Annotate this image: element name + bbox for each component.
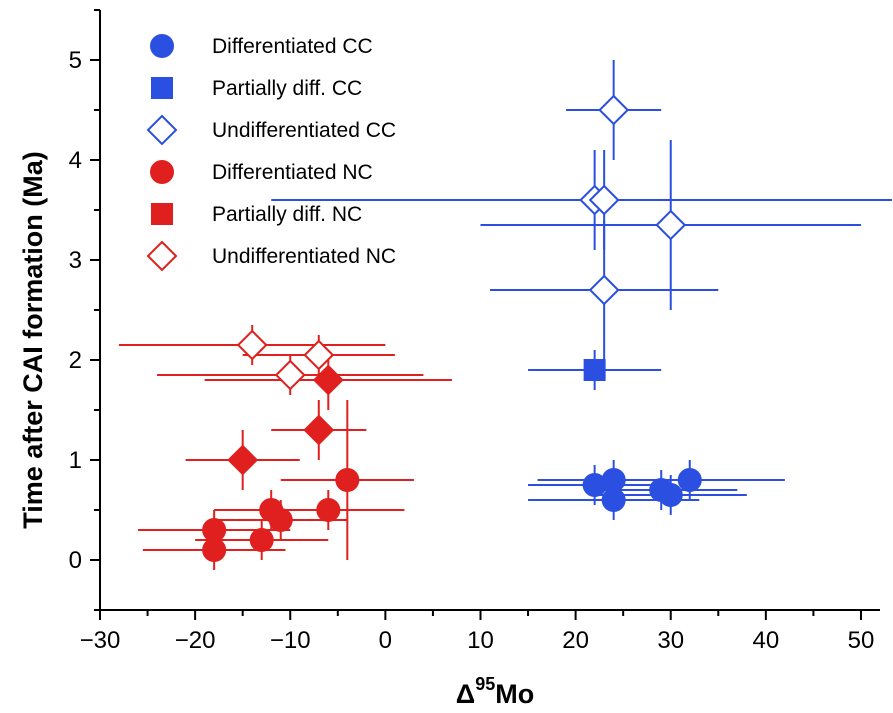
legend-label: Differentiated CC [212,35,373,58]
data-point [655,209,687,241]
data-point [202,538,227,562]
data-point [303,339,335,371]
data-point [598,94,630,126]
data-markers [202,94,702,562]
legend-marker [150,160,174,184]
x-axis-title: Δ95Mo [456,674,534,709]
data-point [588,274,620,306]
data-point [588,184,620,216]
x-axis-title-main: Δ [456,679,475,709]
data-point [601,488,626,512]
data-point [268,508,293,532]
y-tick-label: 3 [69,247,82,274]
y-tick-label: 0 [69,547,82,574]
data-point [202,518,227,542]
x-tick-label: 30 [657,627,684,654]
x-axis-title-superscript: 95 [475,674,495,694]
legend: Differentiated CC Partially diff. CC Undif… [146,34,396,272]
legend-marker [151,77,173,99]
x-tick-label: 10 [467,627,494,654]
data-point [658,483,683,507]
data-point [677,468,702,492]
data-point [316,498,341,522]
data-point [583,359,606,381]
x-tick-label: 0 [379,627,392,654]
legend-label: Partially diff. CC [212,77,362,100]
y-tick-label: 2 [69,347,82,374]
x-tick-label: −10 [270,627,311,654]
y-tick-label: 5 [69,47,82,74]
legend-label: Differentiated NC [212,161,373,184]
legend-label: Partially diff. NC [212,203,362,226]
data-point [303,414,335,446]
data-point [274,359,306,391]
data-point [335,468,360,492]
y-tick-label: 1 [69,447,82,474]
legend-label: Undifferentiated CC [212,119,396,142]
data-point [312,364,344,396]
x-tick-label: −20 [175,627,216,654]
x-tick-label: 40 [753,627,780,654]
y-axis-title: Time after CAI formation (Ma) [18,151,48,529]
x-tick-label: 20 [562,627,589,654]
y-tick-label: 4 [69,147,82,174]
legend-marker [146,114,178,146]
legend-marker [151,203,173,225]
data-point [227,444,259,476]
legend-marker [150,34,174,58]
x-tick-label: −30 [80,627,121,654]
data-point [236,329,268,361]
axes: −30 −20 −10 0 10 20 30 40 50 0 1 2 3 4 5 [69,9,880,654]
data-point [601,468,626,492]
legend-marker [146,240,178,272]
data-point [249,528,274,552]
legend-label: Undifferentiated NC [212,245,396,268]
x-axis-title-tail: Mo [495,679,534,709]
x-tick-label: 50 [848,627,875,654]
